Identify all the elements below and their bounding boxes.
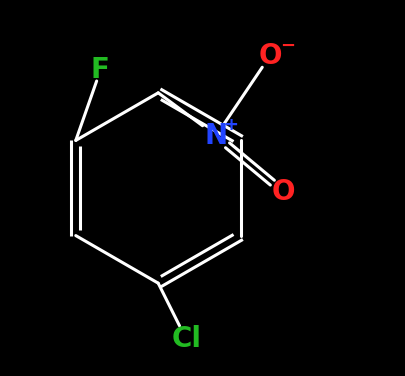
Text: Cl: Cl: [171, 325, 201, 353]
Text: O: O: [271, 178, 294, 206]
Text: −: −: [280, 37, 295, 55]
Text: F: F: [91, 56, 109, 85]
Text: +: +: [222, 115, 237, 133]
Text: O: O: [258, 41, 281, 70]
Text: N: N: [204, 122, 227, 150]
